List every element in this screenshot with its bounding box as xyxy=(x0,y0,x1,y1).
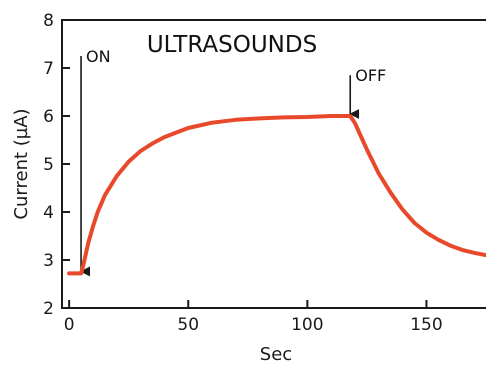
annotation-label: OFF xyxy=(355,66,386,85)
series-line-current xyxy=(67,114,486,276)
x-tick-label: 50 xyxy=(177,315,199,335)
x-tick-label: 100 xyxy=(291,315,323,335)
y-tick-label: 8 xyxy=(43,11,54,31)
y-tick-label: 2 xyxy=(43,299,54,319)
annotation-label: ON xyxy=(86,47,111,66)
x-axis-title: Sec xyxy=(260,344,292,365)
x-axis-ticks: 0 50 100 150 xyxy=(64,300,443,335)
chart-title: ULTRASOUNDS xyxy=(147,32,317,58)
x-tick-label: 0 xyxy=(64,315,75,335)
y-tick-label: 4 xyxy=(43,203,54,223)
y-tick-label: 7 xyxy=(43,59,54,79)
y-axis-title: Current (µA) xyxy=(11,108,32,219)
y-tick-label: 3 xyxy=(43,251,54,271)
y-tick-label: 6 xyxy=(43,107,54,127)
annotations: ON OFF xyxy=(80,47,386,277)
x-tick-label: 150 xyxy=(410,315,442,335)
y-axis-ticks: 2 3 4 5 6 7 8 xyxy=(43,11,70,319)
y-tick-label: 5 xyxy=(43,155,54,175)
